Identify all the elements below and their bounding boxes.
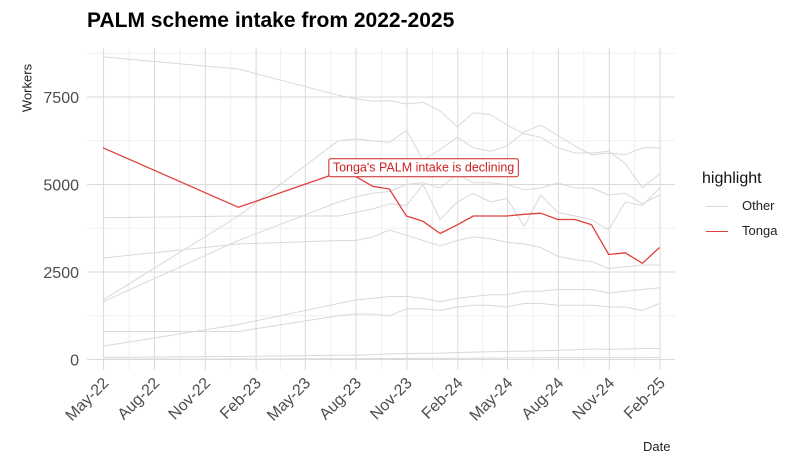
x-tick-label: Nov-23 [367,375,416,424]
x-tick-label: Aug-22 [115,375,164,424]
chart-title: PALM scheme intake from 2022-2025 [87,9,455,32]
series-lines [102,56,660,360]
annotation-layer: Tonga's PALM intake is declining [328,158,519,178]
x-tick-label: Nov-24 [570,375,619,424]
y-tick-label: 2500 [43,265,79,282]
y-tick-label: 7500 [43,90,79,107]
x-axis-title: Date [643,439,671,454]
legend-item-other: Other [702,198,775,223]
x-tick-label: Feb-25 [621,375,669,423]
x-tick-label: May-24 [467,375,517,425]
x-tick-label: Feb-23 [217,375,265,423]
legend: highlight Other Tonga [702,170,777,248]
series-line-other [102,173,660,303]
x-tick-label: Feb-24 [419,375,467,423]
series-line-other [102,356,660,360]
x-tick-label: May-23 [264,375,314,425]
series-line-other [102,124,660,301]
x-tick-label: Aug-24 [519,375,568,424]
legend-label-other: Other [742,198,775,213]
legend-key-tonga [706,231,728,232]
series-line-other [102,56,660,189]
series-line-tonga [102,147,660,264]
series-line-other [102,287,660,347]
x-tick-label: Nov-22 [166,375,215,424]
x-tick-label: Aug-23 [316,375,365,424]
series-line-other [102,184,660,231]
plot-grid [87,48,675,370]
x-tick-label: May-22 [63,375,113,425]
y-tick-label: 0 [70,353,79,370]
annotation-box [328,158,519,178]
legend-key-other [706,206,728,207]
series-line-other [102,348,660,358]
series-line-other [102,229,660,269]
annotation-text: Tonga's PALM intake is declining [333,161,514,175]
legend-label-tonga: Tonga [742,223,778,238]
legend-title: highlight [702,170,762,187]
y-tick-label: 5000 [43,178,79,195]
series-line-other [103,303,660,332]
legend-item-tonga: Tonga [702,223,777,248]
